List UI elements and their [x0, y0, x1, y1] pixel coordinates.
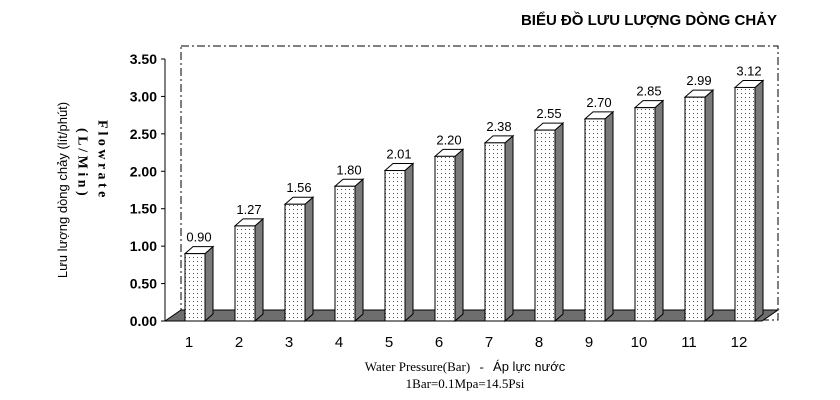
bar-front [484, 142, 506, 322]
data-label: 2.01 [386, 147, 411, 162]
x-axis-label: Water Pressure(Bar) - Áp lực nước [365, 359, 566, 374]
bar-front [734, 86, 756, 322]
data-label: 2.55 [536, 106, 561, 121]
y-axis-label-unit: ( L / M i n ) [75, 128, 90, 196]
x-tick-label: 4 [335, 334, 343, 351]
y-tick-label: 3.00 [130, 88, 157, 104]
x-axis-label-vi: Áp lực nước [493, 359, 566, 374]
data-label: 2.20 [436, 132, 461, 147]
y-tick-label: 3.50 [130, 51, 157, 67]
data-label: 2.99 [686, 73, 711, 88]
x-tick-label: 7 [485, 334, 493, 351]
x-tick-label: 6 [435, 334, 443, 351]
y-tick-label: 2.50 [130, 126, 157, 142]
bar-side [704, 89, 714, 323]
bar-front [234, 225, 256, 322]
bar-side [404, 162, 414, 323]
bar-front [184, 253, 206, 322]
bar-front [534, 129, 556, 322]
bar: 2.99 [683, 73, 715, 323]
bar-side [754, 79, 764, 323]
bar-side [204, 245, 214, 323]
bar: 2.85 [633, 84, 665, 323]
data-label: 3.12 [736, 63, 761, 78]
bar-side [654, 99, 664, 323]
bar: 2.55 [533, 106, 565, 323]
x-axis-label-separator: - [479, 359, 483, 374]
floor-plane [163, 309, 780, 322]
bar: 1.27 [233, 202, 265, 323]
x-tick-label: 3 [285, 334, 293, 351]
x-tick-label: 8 [535, 334, 543, 351]
bar-side [504, 134, 514, 323]
bar-front [384, 170, 406, 322]
x-tick-label: 12 [731, 334, 748, 351]
bar-front [634, 107, 656, 322]
x-axis-ticks: 1 2 3 4 5 6 7 8 9 10 11 12 [185, 334, 748, 351]
data-label: 2.38 [486, 119, 511, 134]
bar-side [354, 178, 364, 323]
y-tick-label: 1.50 [130, 201, 157, 217]
data-label: 1.80 [336, 162, 361, 177]
bar-side [254, 217, 264, 323]
bar-front [334, 185, 356, 322]
bar: 2.01 [383, 147, 415, 323]
bar-front [584, 118, 606, 322]
bar: 2.20 [433, 132, 465, 323]
chart-title: BIỂU ĐỒ LƯU LƯỢNG DÒNG CHẢY [521, 11, 777, 29]
bar-front [684, 96, 706, 322]
bar: 2.38 [483, 119, 515, 323]
x-axis-label-en: Water Pressure(Bar) [365, 359, 470, 374]
x-tick-label: 2 [235, 334, 243, 351]
x-tick-label: 5 [385, 334, 393, 351]
bar-side [554, 122, 564, 323]
bar-front [434, 155, 456, 322]
y-tick-label: 0.00 [130, 313, 157, 329]
y-axis-label-en: F l o w r a t e [95, 120, 110, 197]
x-tick-label: 1 [185, 334, 193, 351]
chart-floor [163, 309, 780, 322]
bar-side [454, 148, 464, 323]
x-tick-label: 10 [631, 334, 648, 351]
x-tick-label: 11 [681, 334, 697, 351]
y-axis: 0.00 0.50 1.00 1.50 2.00 2.50 3.00 3.50 [130, 51, 166, 329]
y-tick-label: 0.50 [130, 276, 157, 292]
bar: 0.90 [183, 230, 215, 323]
data-label: 1.56 [286, 180, 311, 195]
data-label: 2.85 [636, 84, 661, 99]
bar: 1.56 [283, 180, 315, 323]
unit-conversion-note: 1Bar=0.1Mpa=14.5Psi [406, 376, 525, 391]
x-tick-label: 9 [585, 334, 593, 351]
bar: 1.80 [333, 162, 365, 323]
bars: 0.90 1.27 1.56 1.80 2.01 2.20 2.38 2.55 2.70 2.85… [183, 63, 765, 323]
bar-side [304, 196, 314, 323]
y-tick-label: 2.00 [130, 163, 157, 179]
data-label: 2.70 [586, 95, 611, 110]
bar-front [284, 203, 306, 322]
data-label: 1.27 [236, 202, 261, 217]
bar: 2.70 [583, 95, 615, 323]
bar-side [604, 110, 614, 323]
y-axis-label-vi: Lưu lượng dòng chảy (lít/phút) [55, 102, 70, 278]
bar: 3.12 [733, 63, 765, 323]
data-label: 0.90 [186, 230, 211, 245]
y-tick-label: 1.00 [130, 238, 157, 254]
